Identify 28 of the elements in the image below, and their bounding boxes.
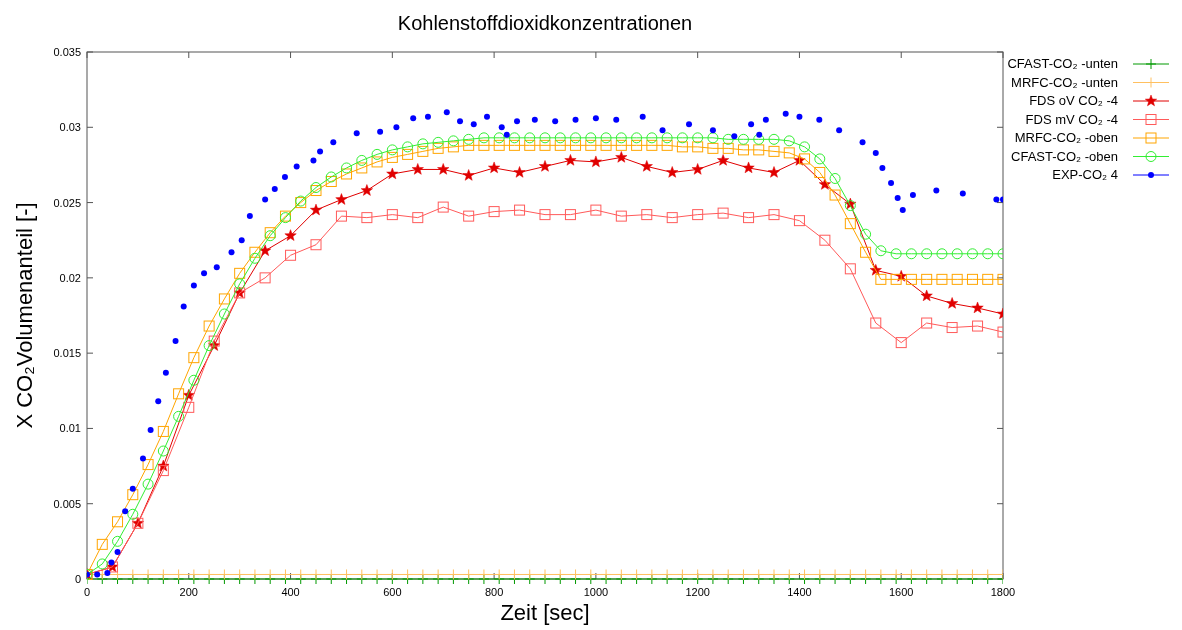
y-tick-label: 0 [74,573,81,585]
x-tick-label: 400 [281,586,300,598]
legend-label: FDS oV CO₂ -4 [1029,93,1118,108]
x-tick-label: 1200 [685,586,710,598]
y-tick-label: 0.02 [59,271,81,284]
y-tick-label: 0.025 [53,196,81,209]
x-tick-label: 1400 [787,586,812,598]
legend-label: EXP-CO₂ 4 [1052,167,1118,182]
x-tick-label: 200 [179,586,198,598]
legend-label: CFAST-CO₂ -oben [1011,148,1118,164]
legend-label: MRFC-CO₂ -oben [1014,130,1118,145]
chart-title: Kohlenstoffdioxidkonzentrationen [397,12,693,34]
x-tick-label: 1600 [888,586,914,598]
legend-label: MRFC-CO₂ -unten [1011,74,1118,90]
y-tick-label: 0.005 [53,497,81,510]
y-axis-title: X CO₂Volumenanteil [-] [12,202,37,429]
legend-label: FDS mV CO₂ -4 [1025,111,1118,127]
y-tick-label: 0.03 [59,121,81,134]
x-axis-title: Zeit [sec] [500,600,590,625]
x-tick-label: 600 [383,586,402,598]
y-tick-label: 0.015 [53,347,81,360]
x-tick-label: 800 [484,586,504,598]
y-tick-label: 0.01 [59,422,81,435]
y-tick-label: 0.035 [53,46,81,58]
legend-label: CFAST-CO₂ -unten [1007,56,1118,71]
x-tick-label: 1800 [990,586,1016,598]
x-tick-label: 0 [83,586,91,598]
x-tick-label: 1000 [583,586,609,598]
